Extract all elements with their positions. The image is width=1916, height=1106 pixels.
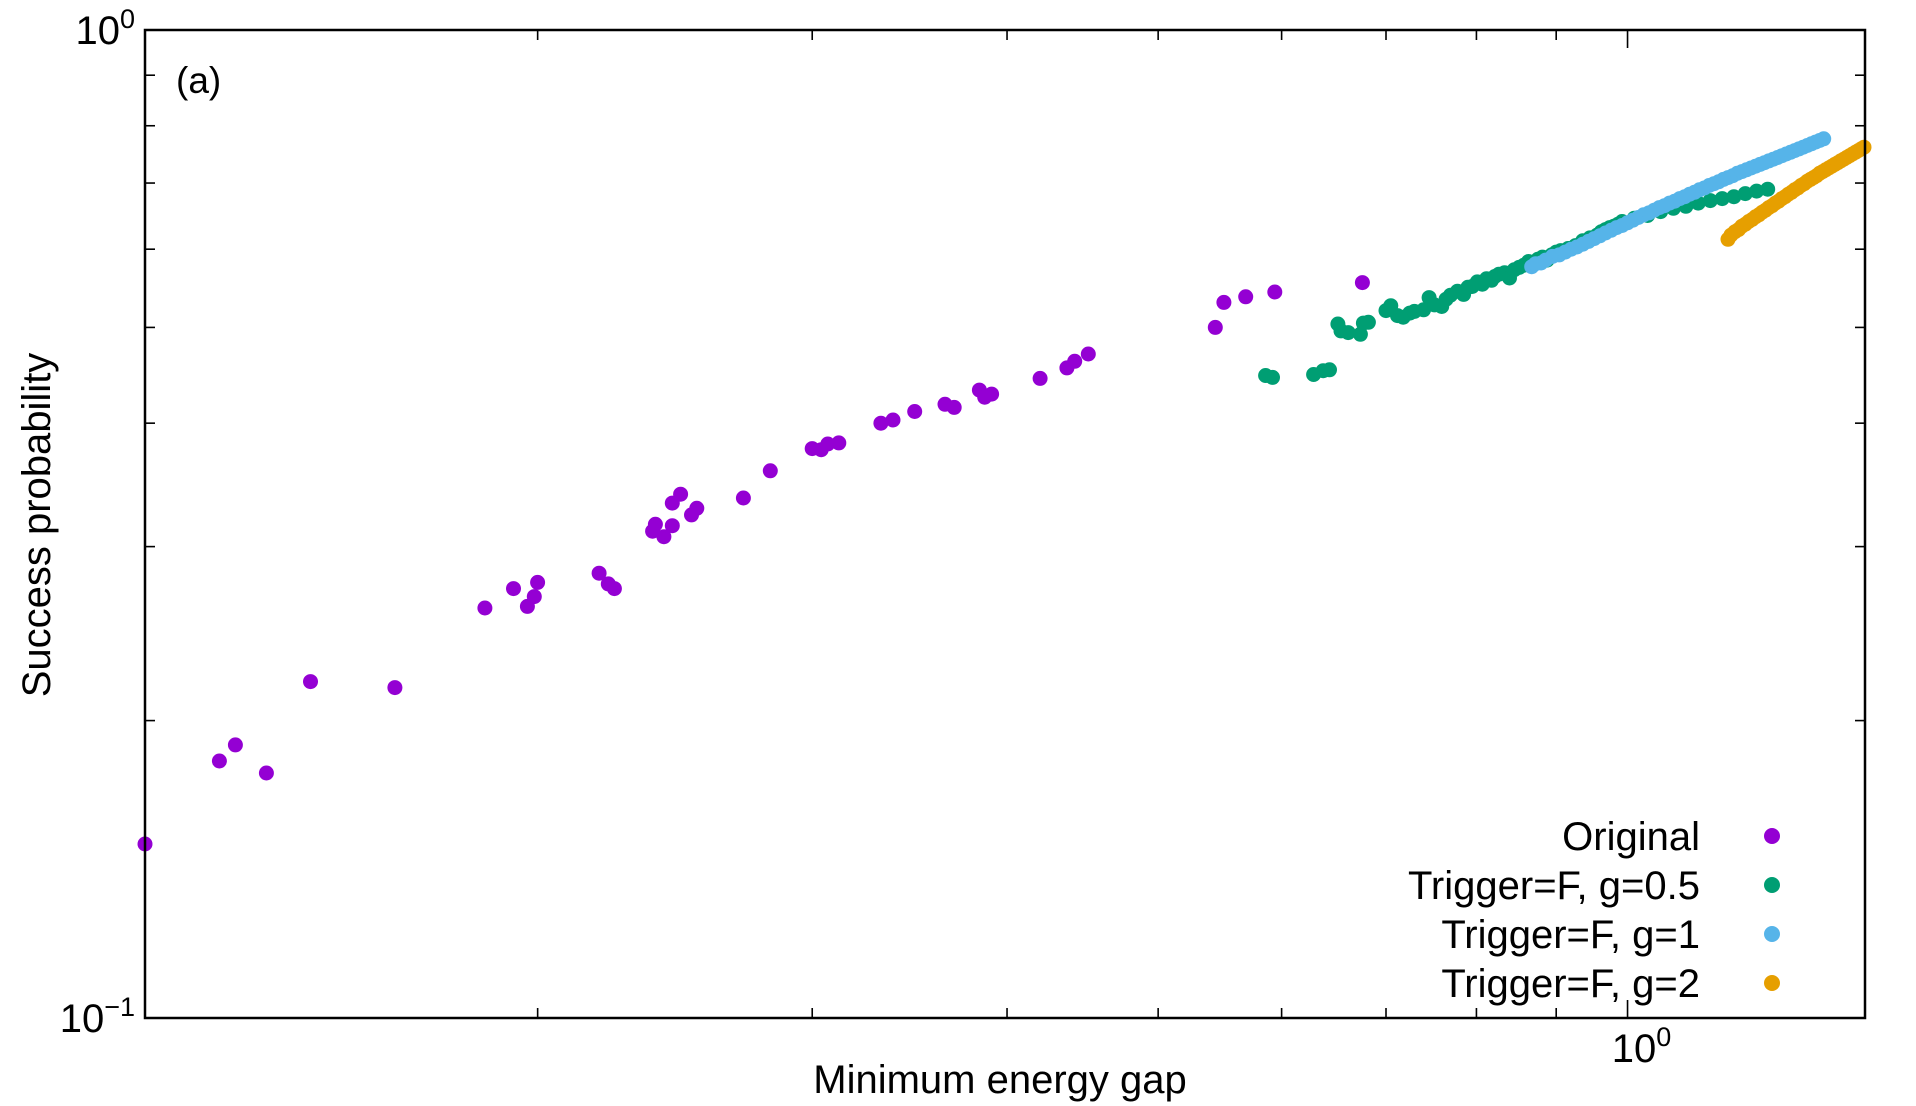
data-point-series-0 xyxy=(606,581,622,597)
data-point-series-0 xyxy=(907,404,923,419)
legend-label: Trigger=F, g=2 xyxy=(1441,962,1700,1006)
legend-label: Trigger=F, g=1 xyxy=(1441,913,1700,957)
data-point-series-0 xyxy=(303,674,318,690)
data-point-series-0 xyxy=(831,435,847,451)
data-point-series-0 xyxy=(506,581,521,597)
data-point-series-0 xyxy=(689,500,705,516)
data-point-series-0 xyxy=(1216,294,1232,310)
data-point-series-0 xyxy=(984,386,1000,402)
data-point-series-0 xyxy=(1067,353,1083,369)
x-tick-label: 100 xyxy=(1612,1022,1672,1071)
data-point-series-0 xyxy=(211,753,227,769)
data-point-series-1 xyxy=(1322,362,1337,378)
data-point-series-0 xyxy=(387,680,403,696)
legend-marker xyxy=(1764,877,1780,893)
data-point-series-0 xyxy=(258,765,274,781)
data-point-series-0 xyxy=(664,518,680,534)
data-point-series-0 xyxy=(1080,346,1096,362)
data-point-series-0 xyxy=(227,737,243,753)
plot-frame xyxy=(143,28,1867,1020)
data-point-series-0 xyxy=(946,399,962,415)
data-point-series-0 xyxy=(1267,284,1283,300)
data-points xyxy=(137,131,1872,852)
data-point-series-0 xyxy=(820,436,836,452)
data-point-series-1 xyxy=(1749,183,1765,199)
legend: Original Trigger=F, g=0.5 Trigger=F, g=1 Tr… xyxy=(1408,815,1780,1006)
legend-label: Original xyxy=(1562,815,1700,859)
axis-tick-labels: 100 10−1 100 xyxy=(60,4,1672,1071)
data-point-series-0 xyxy=(1207,319,1223,335)
data-point-series-0 xyxy=(1032,370,1048,386)
data-point-series-0 xyxy=(530,574,546,590)
panel-label: (a) xyxy=(176,60,221,101)
data-point-series-1 xyxy=(1726,189,1742,205)
data-point-series-0 xyxy=(673,486,689,502)
data-point-series-0 xyxy=(1238,289,1254,305)
data-point-series-0 xyxy=(591,565,607,581)
data-point-series-0 xyxy=(477,600,493,616)
legend-marker xyxy=(1764,828,1780,844)
data-point-series-0 xyxy=(873,415,889,431)
x-axis-label: Minimum energy gap xyxy=(813,1058,1187,1102)
data-point-series-1 xyxy=(1737,186,1753,202)
data-point-series-0 xyxy=(762,463,778,479)
data-point-series-1 xyxy=(1340,325,1356,341)
y-axis-label: Success probability xyxy=(15,353,59,698)
data-point-series-0 xyxy=(885,412,901,428)
data-point-series-1 xyxy=(1360,314,1376,330)
data-point-series-1 xyxy=(1760,181,1776,197)
data-point-series-0 xyxy=(526,589,542,605)
data-point-series-0 xyxy=(1354,275,1370,291)
legend-marker xyxy=(1764,926,1780,942)
data-point-series-0 xyxy=(656,529,672,545)
legend-label: Trigger=F, g=0.5 xyxy=(1408,864,1700,908)
data-point-series-1 xyxy=(1265,369,1280,385)
data-point-series-2 xyxy=(1816,131,1832,147)
legend-marker xyxy=(1764,975,1780,991)
data-point-series-0 xyxy=(647,516,663,532)
y-tick-label: 10−1 xyxy=(60,992,135,1041)
data-point-series-1 xyxy=(1714,191,1730,207)
data-point-series-1 xyxy=(1702,193,1718,209)
y-tick-label: 100 xyxy=(75,4,135,53)
data-point-series-0 xyxy=(735,490,751,506)
